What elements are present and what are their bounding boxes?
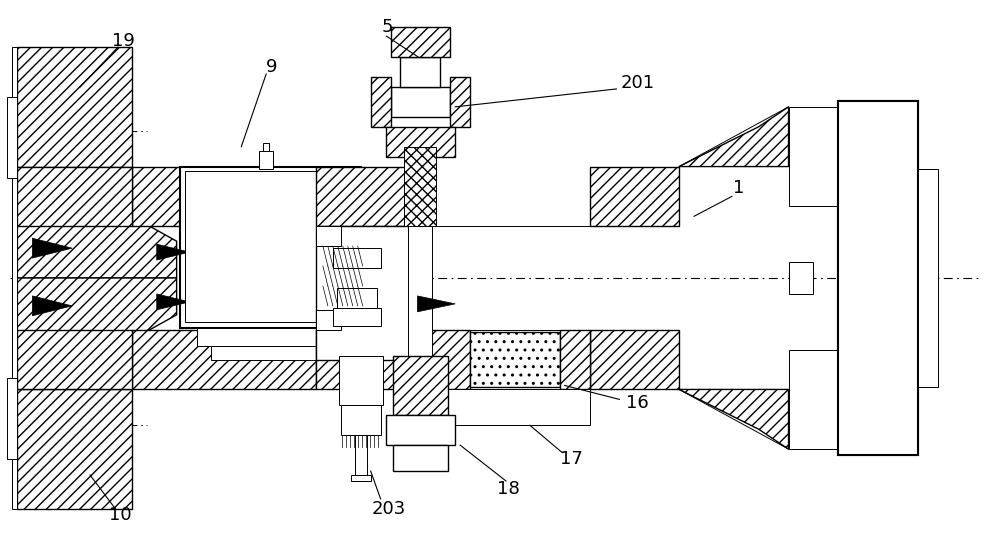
Bar xyxy=(17,389,132,509)
Bar xyxy=(333,248,381,268)
Bar xyxy=(211,346,329,360)
Bar xyxy=(259,151,273,168)
Polygon shape xyxy=(17,167,177,278)
Text: 16: 16 xyxy=(626,394,649,413)
Text: 5: 5 xyxy=(382,18,393,36)
Bar xyxy=(590,330,679,389)
Polygon shape xyxy=(679,107,789,167)
Bar xyxy=(450,77,470,127)
Polygon shape xyxy=(157,294,190,310)
Bar xyxy=(197,327,344,346)
Bar xyxy=(404,147,436,226)
Bar xyxy=(316,226,341,246)
Bar xyxy=(316,226,410,360)
Bar xyxy=(391,27,450,57)
Bar xyxy=(838,101,918,455)
Bar xyxy=(789,107,843,206)
Bar xyxy=(316,330,410,389)
Polygon shape xyxy=(417,296,455,312)
Bar xyxy=(415,330,470,389)
Bar xyxy=(333,308,381,326)
Bar xyxy=(789,350,843,449)
Bar xyxy=(17,330,132,389)
Text: 19: 19 xyxy=(112,32,135,50)
Polygon shape xyxy=(157,244,190,260)
Polygon shape xyxy=(17,278,177,389)
Bar xyxy=(386,415,455,445)
Bar xyxy=(339,356,383,405)
Bar xyxy=(560,330,590,389)
Bar xyxy=(355,435,367,475)
Bar xyxy=(918,168,938,388)
Bar xyxy=(789,262,813,294)
Text: 201: 201 xyxy=(620,74,654,92)
Bar xyxy=(393,356,448,415)
Polygon shape xyxy=(679,389,789,449)
Bar xyxy=(180,167,361,327)
Bar xyxy=(351,475,371,481)
Polygon shape xyxy=(32,296,72,316)
Bar xyxy=(590,167,679,226)
Bar xyxy=(185,171,356,322)
Bar xyxy=(838,101,918,455)
Text: 10: 10 xyxy=(109,506,131,524)
Bar xyxy=(316,310,341,330)
Bar xyxy=(17,47,132,167)
Bar xyxy=(132,167,316,226)
Text: 17: 17 xyxy=(560,450,583,468)
Bar xyxy=(386,127,455,157)
Bar xyxy=(415,389,590,425)
Polygon shape xyxy=(32,238,72,258)
Bar xyxy=(7,378,17,459)
Bar xyxy=(400,57,440,87)
Bar xyxy=(408,157,432,356)
Text: 203: 203 xyxy=(371,500,406,518)
Bar xyxy=(316,167,410,226)
Bar xyxy=(17,167,132,226)
Bar xyxy=(12,47,17,509)
Bar xyxy=(7,97,17,178)
Text: 1: 1 xyxy=(733,180,744,197)
Bar xyxy=(132,330,316,389)
Bar xyxy=(341,405,381,435)
Text: 18: 18 xyxy=(497,480,519,498)
Bar xyxy=(337,288,377,308)
Bar xyxy=(470,332,560,388)
Bar xyxy=(371,77,391,127)
Bar xyxy=(263,143,269,151)
Bar xyxy=(391,87,450,117)
Bar xyxy=(393,445,448,471)
Text: 9: 9 xyxy=(265,58,277,76)
